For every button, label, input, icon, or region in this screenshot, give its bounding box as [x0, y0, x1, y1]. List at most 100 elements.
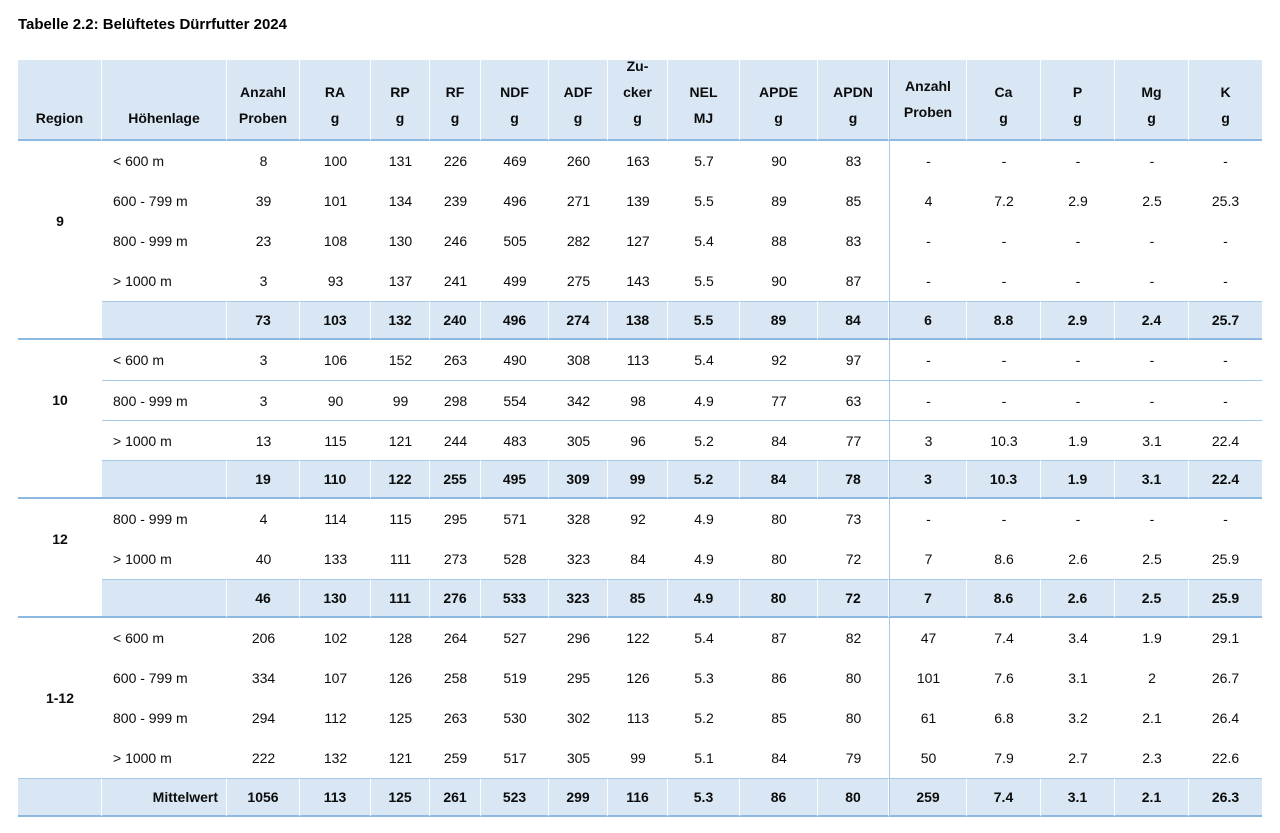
cell-apdn: 63: [818, 380, 889, 420]
cell-ra: 93: [327, 273, 344, 289]
summary-cell-nel: 5.5: [668, 301, 740, 340]
cell-adf: 305: [566, 750, 591, 766]
row-label-hoehenlage: < 600 m: [113, 153, 164, 169]
column-header-line: g: [999, 110, 1008, 126]
cell-mg: -: [1149, 511, 1155, 527]
cell-k: 25.3: [1211, 193, 1240, 209]
summary-cell-p: 1.9: [1041, 460, 1115, 499]
cell-anzahl-proben-2: -: [889, 261, 967, 301]
summary-cell-zucker: 116: [608, 778, 668, 817]
summary-cell-mg: 2.1: [1115, 778, 1189, 817]
summary-cell-anzahl-proben: 19: [227, 460, 300, 499]
summary-cell-k: 25.7: [1189, 301, 1262, 340]
summary-region-cell: [18, 460, 102, 499]
cell-anzahl-proben: 4: [259, 511, 268, 527]
cell-anzahl-proben-2: 4: [889, 181, 967, 221]
summary-cell-anzahl-proben-2: 7: [889, 579, 967, 618]
cell-rf: 295: [443, 511, 468, 527]
cell-ndf: 496: [503, 193, 527, 209]
cell-rp: 121: [388, 750, 413, 766]
summary-label: [102, 460, 227, 499]
region-label: 9: [56, 213, 64, 229]
summary-cell-rf: 261: [430, 778, 481, 817]
cell-anzahl-proben-2: -: [889, 340, 967, 380]
cell-rf: 264: [443, 630, 468, 646]
column-header-line: K: [1220, 84, 1231, 100]
cell-rp: 131: [388, 153, 413, 169]
cell-ra: 112: [324, 710, 347, 726]
summary-label: [102, 301, 227, 340]
cell-ndf: 528: [503, 551, 527, 567]
cell-k: -: [1223, 233, 1228, 249]
summary-cell-nel: 4.9: [668, 579, 740, 618]
cell-anzahl-proben-2: -: [889, 380, 967, 420]
cell-p: 2.9: [1068, 193, 1088, 209]
column-header-line: Region: [35, 110, 84, 126]
cell-k: -: [1223, 511, 1228, 527]
cell-k: 26.7: [1211, 670, 1240, 686]
cell-mg: 2.5: [1142, 551, 1162, 567]
column-header-line: APDN: [833, 84, 873, 100]
column-header-hoehenlage: Höhenlage: [102, 60, 227, 141]
cell-mg: 3.1: [1115, 420, 1189, 460]
cell-anzahl-proben: 23: [255, 233, 272, 249]
cell-ca: 7.9: [994, 750, 1014, 766]
cell-rp: 152: [388, 352, 413, 368]
cell-apdn: 72: [845, 551, 862, 567]
cell-ndf: 554: [481, 380, 549, 420]
column-header-line: g: [330, 110, 340, 126]
cell-ca: 10.3: [967, 420, 1041, 460]
column-header-rf: RF g: [430, 60, 481, 141]
column-header-apde: APDE g: [740, 60, 818, 141]
cell-anzahl-proben: 334: [251, 670, 276, 686]
cell-rp: 115: [389, 511, 412, 527]
cell-zucker: 84: [630, 551, 646, 567]
summary-cell-k: 26.3: [1189, 778, 1262, 817]
cell-zucker: 126: [626, 670, 650, 686]
column-header-zucker: Zu-cker g: [608, 58, 668, 141]
cell-anzahl-proben: 3: [259, 352, 268, 368]
summary-cell-adf: 309: [549, 460, 608, 499]
row-label-hoehenlage: 800 - 999 m: [113, 710, 188, 726]
cell-apdn: 79: [845, 750, 862, 766]
summary-cell-anzahl-proben-2: 259: [889, 778, 967, 817]
cell-ra: 90: [300, 380, 371, 420]
cell-k: 25.9: [1211, 551, 1240, 567]
column-header-line: RA: [324, 84, 346, 100]
cell-adf: 295: [566, 670, 591, 686]
summary-cell-k: 22.4: [1189, 460, 1262, 499]
summary-cell-rp: 132: [371, 301, 430, 340]
summary-cell-anzahl-proben-2: 3: [889, 460, 967, 499]
cell-apde: 80: [771, 551, 787, 567]
cell-rf: 263: [443, 352, 468, 368]
cell-anzahl-proben: 39: [255, 193, 272, 209]
cell-ca: -: [1001, 352, 1007, 368]
column-header-line: Ca: [994, 84, 1013, 100]
cell-anzahl-proben-2: -: [889, 221, 967, 261]
cell-ndf: 490: [503, 352, 527, 368]
column-header-nel: NEL MJ: [668, 60, 740, 141]
cell-zucker: 139: [626, 193, 650, 209]
column-header-line: Höhenlage: [128, 110, 200, 126]
cell-zucker: 99: [630, 750, 646, 766]
column-header-line: Proben: [238, 110, 288, 126]
summary-cell-adf: 323: [549, 579, 608, 618]
summary-cell-mg: 3.1: [1115, 460, 1189, 499]
column-header-line: P: [1072, 84, 1083, 100]
cell-anzahl-proben: 222: [251, 750, 276, 766]
cell-zucker: 143: [626, 273, 650, 289]
summary-cell-mg: 2.4: [1115, 301, 1189, 340]
cell-zucker: 98: [608, 380, 668, 420]
column-header-line: RP: [390, 84, 410, 100]
cell-apde: 89: [771, 193, 787, 209]
summary-cell-rf: 255: [430, 460, 481, 499]
cell-k: 22.6: [1211, 750, 1240, 766]
cell-nel: 5.4: [694, 630, 714, 646]
cell-p: -: [1075, 273, 1081, 289]
cell-p: -: [1075, 233, 1081, 249]
summary-cell-ndf: 496: [481, 301, 549, 340]
cell-p: -: [1075, 153, 1081, 169]
cell-apde: 84: [740, 420, 818, 460]
summary-cell-apde: 80: [740, 579, 818, 618]
